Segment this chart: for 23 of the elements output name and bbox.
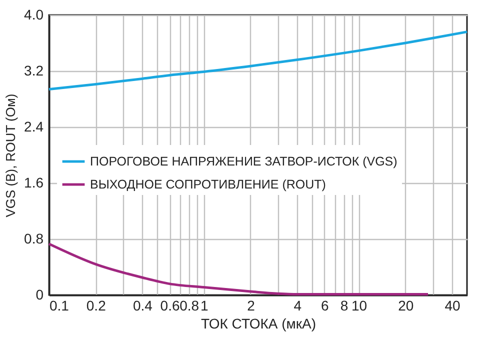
y-axis-title: VGS (В), ROUT (Ом)	[3, 94, 18, 218]
y-tick-label: 0	[36, 286, 44, 302]
x-tick-label: 0.4	[133, 298, 153, 314]
x-tick-label: 0.1	[50, 298, 70, 314]
legend-label: ВЫХОДНОЕ СОПРОТИВЛЕНИЕ (ROUT)	[90, 178, 326, 192]
y-tick-label: 4.0	[24, 6, 44, 22]
x-tick-label: 8	[340, 298, 348, 314]
x-tick-label: 6	[320, 298, 329, 314]
x-tick-label: 0.8	[180, 298, 200, 314]
x-tick-label: 0.2	[86, 298, 106, 314]
x-tick-label: 10	[351, 298, 368, 314]
x-tick-label: 1	[200, 298, 208, 314]
y-tick-label: 1.6	[24, 174, 44, 190]
legend-label: ПОРОГОВОЕ НАПРЯЖЕНИЕ ЗАТВОР-ИСТОК (VGS)	[90, 154, 398, 168]
x-tick-label: 20	[398, 298, 414, 314]
x-tick-label: 4	[294, 298, 302, 314]
x-axis-title: ТОК СТОКА (мкА)	[200, 316, 316, 332]
y-tick-label: 2.4	[24, 118, 44, 134]
x-tick-label: 0.6	[160, 298, 180, 314]
x-tick-label: 40	[444, 298, 460, 314]
x-tick-label: 2	[247, 298, 256, 314]
y-tick-label: 3.2	[24, 62, 44, 78]
y-tick-label: 0.8	[24, 230, 44, 246]
